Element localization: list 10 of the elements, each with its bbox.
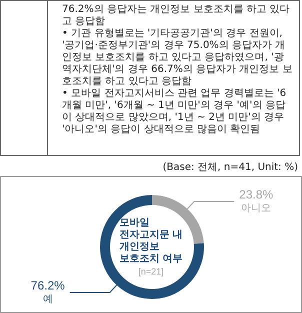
- text: 모바일 전자고지문 내 개인정보 보호조치 여부: [120, 218, 182, 264]
- data-label: 76.2%: [30, 278, 66, 292]
- text: • 기관 유형별로는 '기타공공기관'의 경우 전원이, '공기업·준정부기관'의 경우 75.0%의 응답자가 개인정보 보호조치를 하고 있다고 응답하였으며, '광역자치단체'의 경우 66.7%의 응답자가 개인정보 보호조치를 하고 있다고 응답함: [61, 28, 293, 88]
- slice-label: 아니오: [241, 203, 272, 214]
- slice-label: 예: [42, 294, 53, 305]
- text: (Base: 전체, n=41, Unit: %): [162, 161, 298, 174]
- text: [n=21]: [138, 266, 164, 276]
- data-label: 23.8%: [239, 188, 274, 202]
- text: • 모바일 전자고지서비스 관련 업무 경력별로는 '6개월 미만', '6개월 ~ 1년 미만'의 경우 '예'의 응답이 상대적으로 많았으며, '1년 ~ 2년 미만'의 경우 '아니오'의 응답이 상대적으로 많음이 확인됨: [61, 88, 288, 136]
- text: 76.2%의 응답자는 개인정보 보호조치를 하고 있다고 응답함: [61, 4, 291, 28]
